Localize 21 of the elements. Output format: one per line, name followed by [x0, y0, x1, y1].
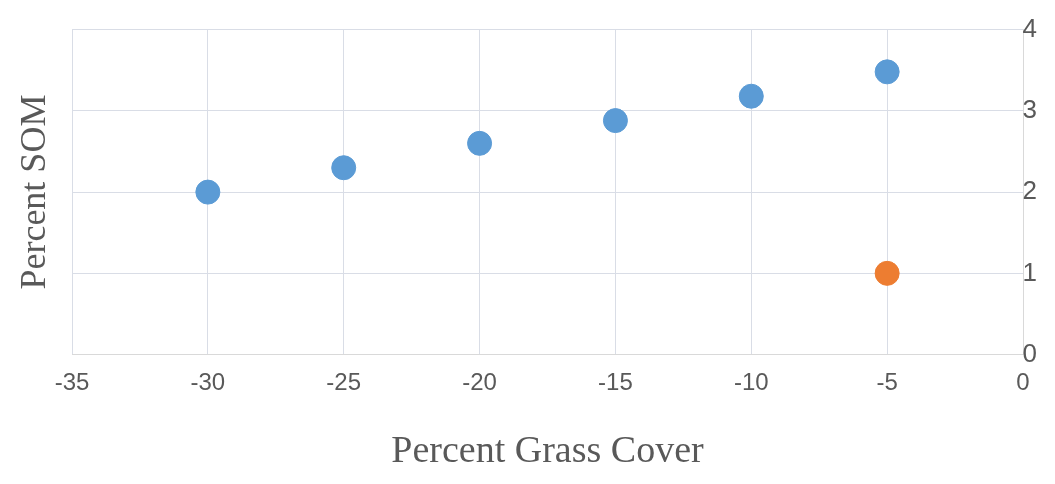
y-tick-label: 0 [1022, 337, 1037, 368]
point [602, 108, 628, 134]
y-tick-label: 2 [1022, 175, 1037, 206]
y-axis-title: Percent SOM [13, 94, 54, 290]
y-tick-label: 4 [1022, 12, 1037, 43]
x-tick-label: -25 [326, 367, 362, 395]
point [738, 83, 764, 109]
x-tick-label: -30 [190, 367, 226, 395]
y-tick-label: 3 [1022, 94, 1037, 125]
point [331, 155, 357, 181]
x-tick-label: -20 [462, 367, 497, 395]
point [195, 179, 221, 205]
y-tick-label: 1 [1022, 256, 1037, 287]
x-tick-label: -5 [876, 367, 898, 395]
point [467, 130, 493, 156]
point [874, 59, 900, 85]
x-tick-label: -35 [54, 367, 90, 395]
x-tick-label: -15 [598, 367, 633, 395]
x-axis-title: Percent Grass Cover [391, 428, 705, 471]
x-tick-label: -10 [733, 367, 769, 395]
point [874, 260, 900, 286]
